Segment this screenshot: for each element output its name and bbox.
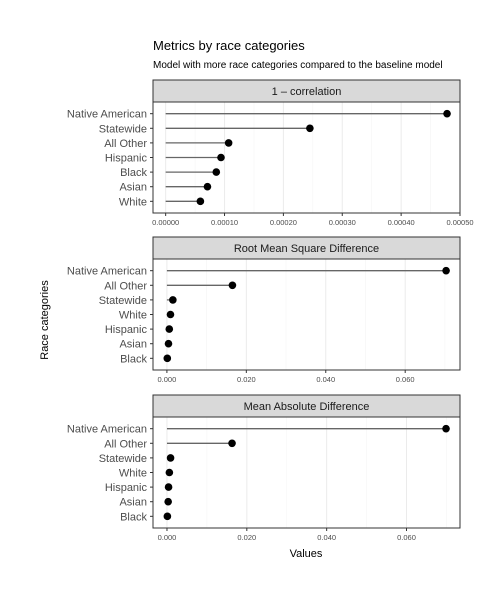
facet-strip-label: 1 – correlation bbox=[272, 86, 342, 98]
lollipop-point-white bbox=[165, 468, 174, 477]
facet-strip-label: Mean Absolute Difference bbox=[244, 401, 370, 413]
y-tick-label-white: White bbox=[119, 196, 147, 208]
y-tick-label-asian: Asian bbox=[119, 339, 147, 351]
x-tick-label: 0.00000 bbox=[152, 218, 179, 227]
x-tick-label: 0.00040 bbox=[388, 218, 415, 227]
x-axis-title: Values bbox=[290, 548, 323, 560]
facet-panel-3: Mean Absolute Difference Native American A… bbox=[67, 394, 461, 542]
lollipop-point-statewide bbox=[166, 454, 175, 462]
y-tick-label-native-american: Native American bbox=[67, 424, 147, 436]
lollipop-point-hispanic bbox=[165, 325, 174, 333]
x-tick-label: 0.040 bbox=[317, 533, 336, 542]
lollipop-point-hispanic bbox=[164, 483, 173, 491]
lollipop-point-native-american bbox=[442, 266, 450, 275]
facet-panel-1: 1 – correlation Native American Statewide A… bbox=[67, 79, 474, 227]
y-tick-label-black: Black bbox=[120, 167, 147, 179]
x-tick-label: 0.00030 bbox=[329, 218, 356, 227]
facet-strip-label: Root Mean Square Difference bbox=[234, 243, 379, 255]
lollipop-point-black bbox=[163, 354, 172, 363]
x-tick-label: 0.000 bbox=[158, 533, 177, 542]
lollipop-point-black bbox=[212, 168, 221, 176]
lollipop-point-statewide bbox=[169, 296, 177, 304]
x-tick-label: 0.040 bbox=[316, 375, 335, 384]
y-tick-label-hispanic: Hispanic bbox=[105, 482, 148, 494]
lollipop-point-asian bbox=[164, 339, 173, 348]
y-tick-label-black: Black bbox=[120, 511, 147, 523]
y-tick-label-all-other: All Other bbox=[104, 280, 147, 292]
y-tick-label-white: White bbox=[119, 468, 147, 480]
x-tick-label: 0.000 bbox=[158, 375, 177, 384]
y-tick-label-native-american: Native American bbox=[67, 109, 147, 121]
y-tick-label-asian: Asian bbox=[119, 182, 147, 194]
lollipop-point-asian bbox=[164, 497, 172, 506]
facet-panel-2: Root Mean Square Difference Native Americ… bbox=[67, 236, 461, 384]
lollipop-point-all-other bbox=[228, 281, 237, 290]
y-tick-label-white: White bbox=[119, 310, 147, 322]
x-tick-label: 0.020 bbox=[237, 533, 256, 542]
chart-subtitle: Model with more race categories compared… bbox=[153, 60, 443, 71]
x-tick-label: 0.00020 bbox=[270, 218, 297, 227]
x-tick-label: 0.00050 bbox=[446, 218, 473, 227]
x-tick-label: 0.060 bbox=[396, 375, 415, 384]
lollipop-point-statewide bbox=[306, 124, 314, 133]
y-tick-label-hispanic: Hispanic bbox=[105, 153, 148, 165]
panel-border bbox=[152, 101, 461, 214]
y-tick-label-all-other: All Other bbox=[104, 438, 147, 450]
lollipop-point-native-american bbox=[443, 109, 451, 118]
lollipop-point-asian bbox=[203, 182, 212, 191]
y-tick-label-black: Black bbox=[120, 353, 147, 365]
lollipop-point-black bbox=[163, 512, 172, 521]
y-tick-label-hispanic: Hispanic bbox=[105, 324, 148, 336]
y-tick-label-statewide: Statewide bbox=[99, 453, 147, 465]
lollipop-point-hispanic bbox=[217, 153, 225, 162]
y-tick-label-all-other: All Other bbox=[104, 138, 147, 150]
y-tick-label-native-american: Native American bbox=[67, 266, 147, 278]
y-tick-label-asian: Asian bbox=[119, 497, 147, 509]
x-tick-label: 0.00010 bbox=[211, 218, 238, 227]
lollipop-point-all-other bbox=[228, 439, 236, 448]
y-axis-title: Race categories bbox=[39, 280, 51, 360]
lollipop-point-native-american bbox=[442, 424, 450, 433]
facet-panels: 1 – correlation Native American Statewide A… bbox=[67, 79, 474, 542]
panel-border bbox=[152, 258, 461, 371]
x-tick-label: 0.020 bbox=[237, 375, 256, 384]
y-tick-label-statewide: Statewide bbox=[99, 123, 147, 135]
panel-border bbox=[152, 416, 461, 529]
y-tick-label-statewide: Statewide bbox=[99, 295, 147, 307]
x-tick-label: 0.060 bbox=[397, 533, 416, 542]
lollipop-point-all-other bbox=[224, 139, 233, 147]
lollipop-point-white bbox=[196, 197, 205, 206]
chart-title: Metrics by race categories bbox=[153, 38, 305, 53]
lollipop-point-white bbox=[166, 310, 175, 319]
